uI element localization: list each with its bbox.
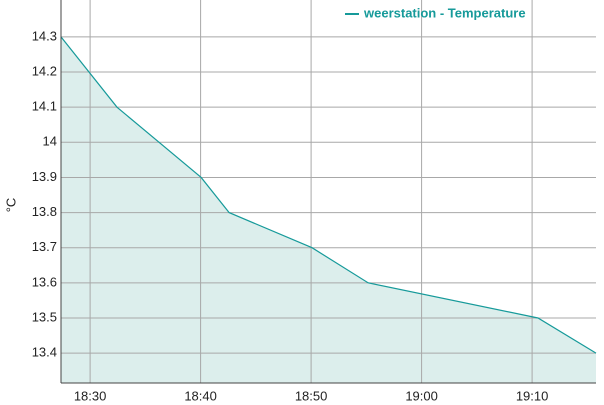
- y-tick-label: 14.1: [32, 99, 57, 114]
- y-tick-label: 13.9: [32, 169, 57, 184]
- y-tick-label: 13.4: [32, 345, 57, 360]
- x-tick-label: 18:30: [74, 388, 107, 403]
- y-tick-label: 14.3: [32, 28, 57, 43]
- area: [61, 36, 596, 383]
- y-tick-label: 13.8: [32, 204, 57, 219]
- y-tick-label: 14: [43, 134, 57, 149]
- y-tick-label: 14.2: [32, 63, 57, 78]
- legend-label: weerstation - Temperature: [363, 5, 526, 20]
- x-tick-label: 19:10: [516, 388, 549, 403]
- y-tick-label: 13.7: [32, 239, 57, 254]
- x-tick-label: 19:00: [405, 388, 438, 403]
- y-tick-label: 13.6: [32, 274, 57, 289]
- y-tick-label: 13.5: [32, 309, 57, 324]
- y-axis-label: °C: [3, 198, 18, 213]
- x-tick-label: 18:40: [184, 388, 217, 403]
- line: [60, 36, 597, 354]
- x-tick-label: 18:50: [295, 388, 328, 403]
